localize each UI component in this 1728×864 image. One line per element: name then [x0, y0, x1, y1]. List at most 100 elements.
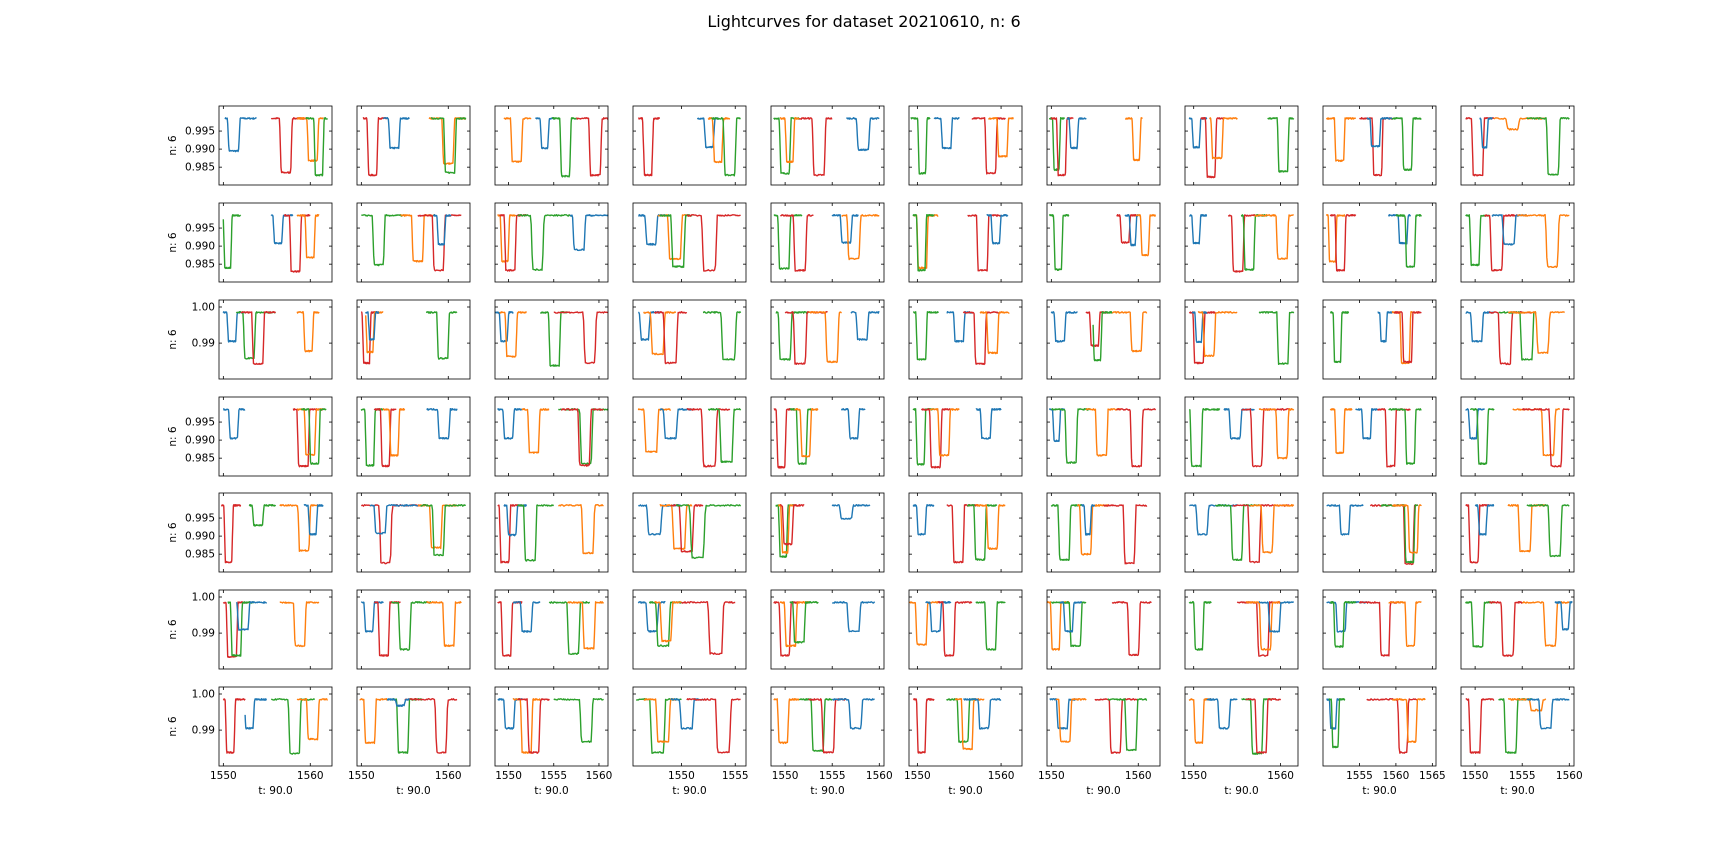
lightcurve-panel: [1046, 105, 1161, 186]
lightcurve-series-blue: [1124, 213, 1139, 247]
lightcurve-series-blue: [1366, 116, 1393, 148]
lightcurve-panel: [632, 299, 747, 380]
lightcurve-series-red: [373, 408, 397, 468]
xlabel: t: 90.0: [258, 785, 292, 797]
lightcurve-panel: [1460, 396, 1575, 477]
lightcurve-series-orange: [908, 601, 939, 646]
lightcurve-series-red: [920, 408, 952, 469]
ytick-label: 1.00: [192, 302, 215, 314]
figure-title: Lightcurves for dataset 20210610, n: 6: [707, 12, 1021, 31]
lightcurve-series-blue: [832, 601, 876, 633]
lightcurve-series-red: [1094, 698, 1139, 754]
lightcurve-panel: 1.00 0.99 n: 6: [167, 589, 333, 670]
lightcurve-panel: 1555 1560 1565 t: 90.0: [1322, 686, 1446, 797]
panel-frame: [1322, 202, 1437, 283]
panel-frame: [632, 686, 747, 767]
lightcurve-series-blue: [1326, 504, 1364, 536]
lightcurve-series-blue: [1554, 601, 1573, 631]
lightcurve-series-blue: [303, 504, 324, 536]
lightcurve-series-green: [1380, 504, 1419, 564]
xtick-label: 1550: [210, 770, 237, 782]
xtick-label: 1550: [495, 770, 522, 782]
lightcurve-series-green: [420, 504, 467, 557]
lightcurve-series-green: [271, 698, 316, 755]
lightcurve-series-blue: [1479, 117, 1493, 149]
lightcurve-series-green: [1267, 117, 1295, 173]
lightcurve-series-blue: [1387, 213, 1412, 245]
lightcurve-series-blue: [846, 116, 880, 152]
ylabel: n: 6: [167, 232, 179, 253]
lightcurve-panel: 0.995 0.990 0.985 n: 6: [167, 202, 333, 283]
lightcurve-panel: [770, 492, 885, 573]
xtick-label: 1550: [772, 770, 799, 782]
lightcurve-series-orange: [1254, 214, 1294, 260]
lightcurve-series-red: [780, 504, 805, 546]
lightcurve-panel: [1460, 202, 1575, 283]
xlabel: t: 90.0: [1224, 785, 1258, 797]
lightcurve-series-orange: [1388, 601, 1422, 647]
lightcurve-series-green: [775, 311, 809, 361]
lightcurve-series-green: [773, 213, 803, 270]
lightcurve-series-green: [1329, 311, 1350, 364]
lightcurve-series-blue: [1189, 504, 1238, 536]
ytick-label: 0.985: [185, 259, 215, 271]
xtick-label: 1550: [1462, 770, 1489, 782]
lightcurve-series-blue: [1258, 601, 1295, 633]
lightcurve-series-blue: [1066, 116, 1087, 150]
lightcurve-series-red: [1366, 698, 1419, 754]
panel-frame: [1046, 492, 1161, 573]
lightcurve-series-blue: [986, 213, 1009, 245]
lightcurve-series-orange: [975, 504, 1006, 550]
panel-frame: [1046, 299, 1161, 380]
panel-frame: [218, 492, 333, 573]
lightcurve-panel: [1322, 299, 1437, 380]
lightcurve-series-blue: [224, 117, 257, 153]
panel-frame: [908, 396, 1023, 477]
lightcurve-series-orange: [296, 698, 329, 741]
panel-frame: [494, 105, 609, 186]
lightcurve-series-orange: [503, 117, 532, 163]
xlabel: t: 90.0: [1362, 785, 1396, 797]
lightcurve-series-green: [430, 117, 467, 174]
lightcurve-series-blue: [1326, 601, 1367, 633]
xtick-label: 1560: [297, 770, 324, 782]
lightcurve-series-green: [707, 408, 742, 464]
lightcurve-series-red: [1111, 601, 1152, 657]
ytick-label: 0.995: [185, 126, 215, 138]
lightcurve-series-red: [971, 116, 1006, 175]
lightcurve-series-orange: [1507, 504, 1547, 553]
xtick-label: 1560: [586, 770, 613, 782]
panel-frame: [908, 105, 1023, 186]
lightcurve-series-orange: [637, 408, 671, 453]
panel-frame: [356, 686, 471, 767]
lightcurve-series-blue: [369, 504, 419, 535]
xlabel: t: 90.0: [810, 785, 844, 797]
lightcurve-series-red: [912, 698, 935, 754]
lightcurve-series-orange: [1508, 311, 1565, 354]
lightcurve-series-blue: [1206, 698, 1238, 730]
ylabel: n: 6: [167, 426, 179, 447]
panel-frame: [1184, 105, 1299, 186]
lightcurve-series-blue: [1526, 698, 1570, 730]
lightcurve-series-blue: [222, 311, 246, 343]
lightcurve-series-red: [1369, 504, 1419, 566]
lightcurve-series-green: [675, 504, 742, 559]
lightcurve-series-blue: [386, 698, 410, 707]
lightcurve-series-red: [497, 504, 523, 564]
lightcurve-panel: [632, 396, 747, 477]
panel-frame: [1322, 589, 1437, 670]
lightcurve-series-orange: [1258, 408, 1295, 460]
lightcurve-series-orange: [1512, 408, 1560, 457]
panel-frame: [908, 686, 1023, 767]
lightcurve-series-green: [227, 601, 255, 657]
lightcurve-series-blue: [1191, 311, 1208, 344]
lightcurve-series-green: [300, 408, 327, 465]
lightcurve-series-green: [798, 698, 833, 752]
lightcurve-series-blue: [696, 117, 720, 149]
lightcurve-series-green: [425, 311, 458, 360]
lightcurve-series-red: [576, 116, 609, 177]
lightcurve-series-blue: [432, 213, 452, 246]
lightcurve-series-green: [548, 601, 590, 655]
xtick-label: 1550: [1038, 770, 1065, 782]
lightcurve-series-red: [773, 408, 795, 469]
